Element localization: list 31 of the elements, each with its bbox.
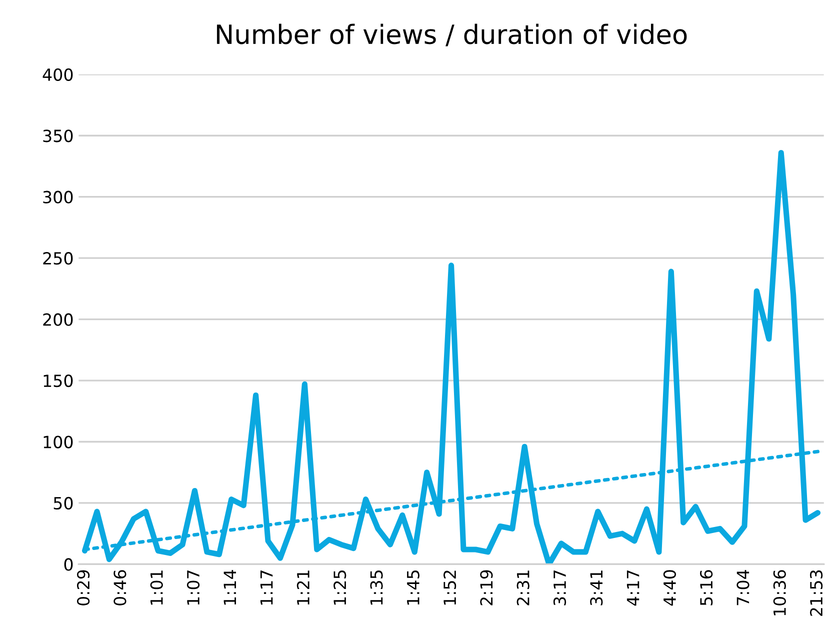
x-tick-label: 1:52: [443, 570, 456, 605]
y-tick-label: 400: [42, 68, 73, 81]
y-tick-label: 350: [43, 130, 73, 142]
x-tick-label: 0:29: [76, 570, 90, 606]
x-tick-label: 4:17: [626, 570, 640, 606]
x-tick-label: 1:35: [370, 570, 383, 605]
x-tick-label: 1:14: [224, 570, 236, 605]
y-tick-label: 50: [54, 496, 73, 510]
x-tick-label: 10:36: [773, 570, 786, 616]
x-tick-label: 5:16: [700, 570, 713, 606]
x-tick-label: 2:19: [480, 570, 493, 606]
x-tick-label: 1:21: [296, 570, 310, 605]
x-tick-label: 1:01: [150, 570, 163, 605]
y-tick-label: 200: [43, 313, 73, 326]
x-tick-label: 7:04: [736, 570, 750, 606]
x-tick-label: 1:07: [186, 570, 200, 605]
x-tick-label: 1:25: [334, 570, 346, 605]
x-tick-label: 3:17: [553, 570, 566, 606]
x-tick-label: 0:46: [114, 570, 126, 606]
x-tick-label: 4:40: [663, 570, 676, 606]
x-tick-label: 21:53: [810, 570, 823, 616]
y-tick-label: 0: [64, 558, 73, 571]
y-tick-label: 250: [43, 252, 73, 265]
x-tick-label: 3:41: [590, 570, 603, 606]
y-tick-label: 300: [43, 190, 73, 204]
chart-title: Number of views / duration of video: [216, 24, 687, 46]
y-tick-label: 100: [44, 436, 73, 448]
x-tick-label: 1:45: [407, 570, 420, 605]
y-tick-label: 150: [44, 374, 73, 388]
x-tick-label: 2:31: [516, 570, 530, 606]
x-tick-label: 1:17: [260, 570, 273, 605]
